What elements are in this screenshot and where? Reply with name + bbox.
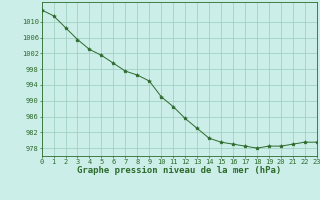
X-axis label: Graphe pression niveau de la mer (hPa): Graphe pression niveau de la mer (hPa)	[77, 166, 281, 175]
